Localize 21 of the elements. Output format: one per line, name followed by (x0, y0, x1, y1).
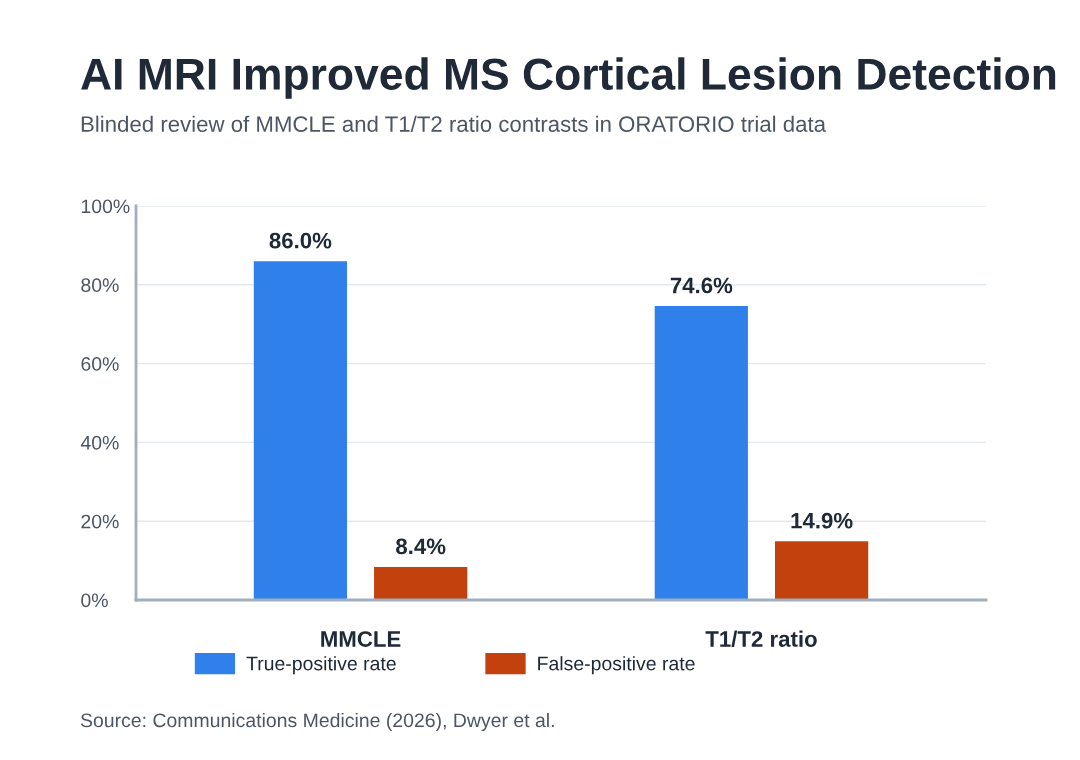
y-tick-label: 60% (81, 357, 119, 371)
x-tick-label: MMCLE (321, 631, 401, 647)
legend-label: True-positive rate (246, 656, 396, 675)
bar (374, 566, 468, 600)
y-tick-label: 20% (81, 514, 119, 529)
data-label: 74.6% (670, 277, 733, 294)
y-tick-label: 100% (81, 199, 130, 214)
data-label: 86.0% (269, 232, 332, 249)
chart-subtitle: Blinded review of MMCLE and T1/T2 ratio contrasts in ORATORIO trial data (81, 115, 827, 132)
y-tick-label: 0% (81, 593, 108, 608)
legend-label: False-positive rate (538, 656, 695, 675)
bar (253, 261, 347, 600)
y-tick-label: 80% (81, 278, 119, 293)
bar (654, 306, 748, 600)
source-note: Source: Communications Medicine (2026), Dwyer et al. (80, 712, 554, 732)
data-label: 8.4% (396, 538, 446, 555)
data-label: 14.9% (791, 512, 853, 529)
y-tick-label: 40% (80, 435, 119, 450)
bar (775, 541, 869, 600)
x-tick-label: T1/T2 ratio (705, 630, 817, 648)
chart-title: AI MRI Improved MS Cortical Lesion Detection (81, 57, 1056, 99)
